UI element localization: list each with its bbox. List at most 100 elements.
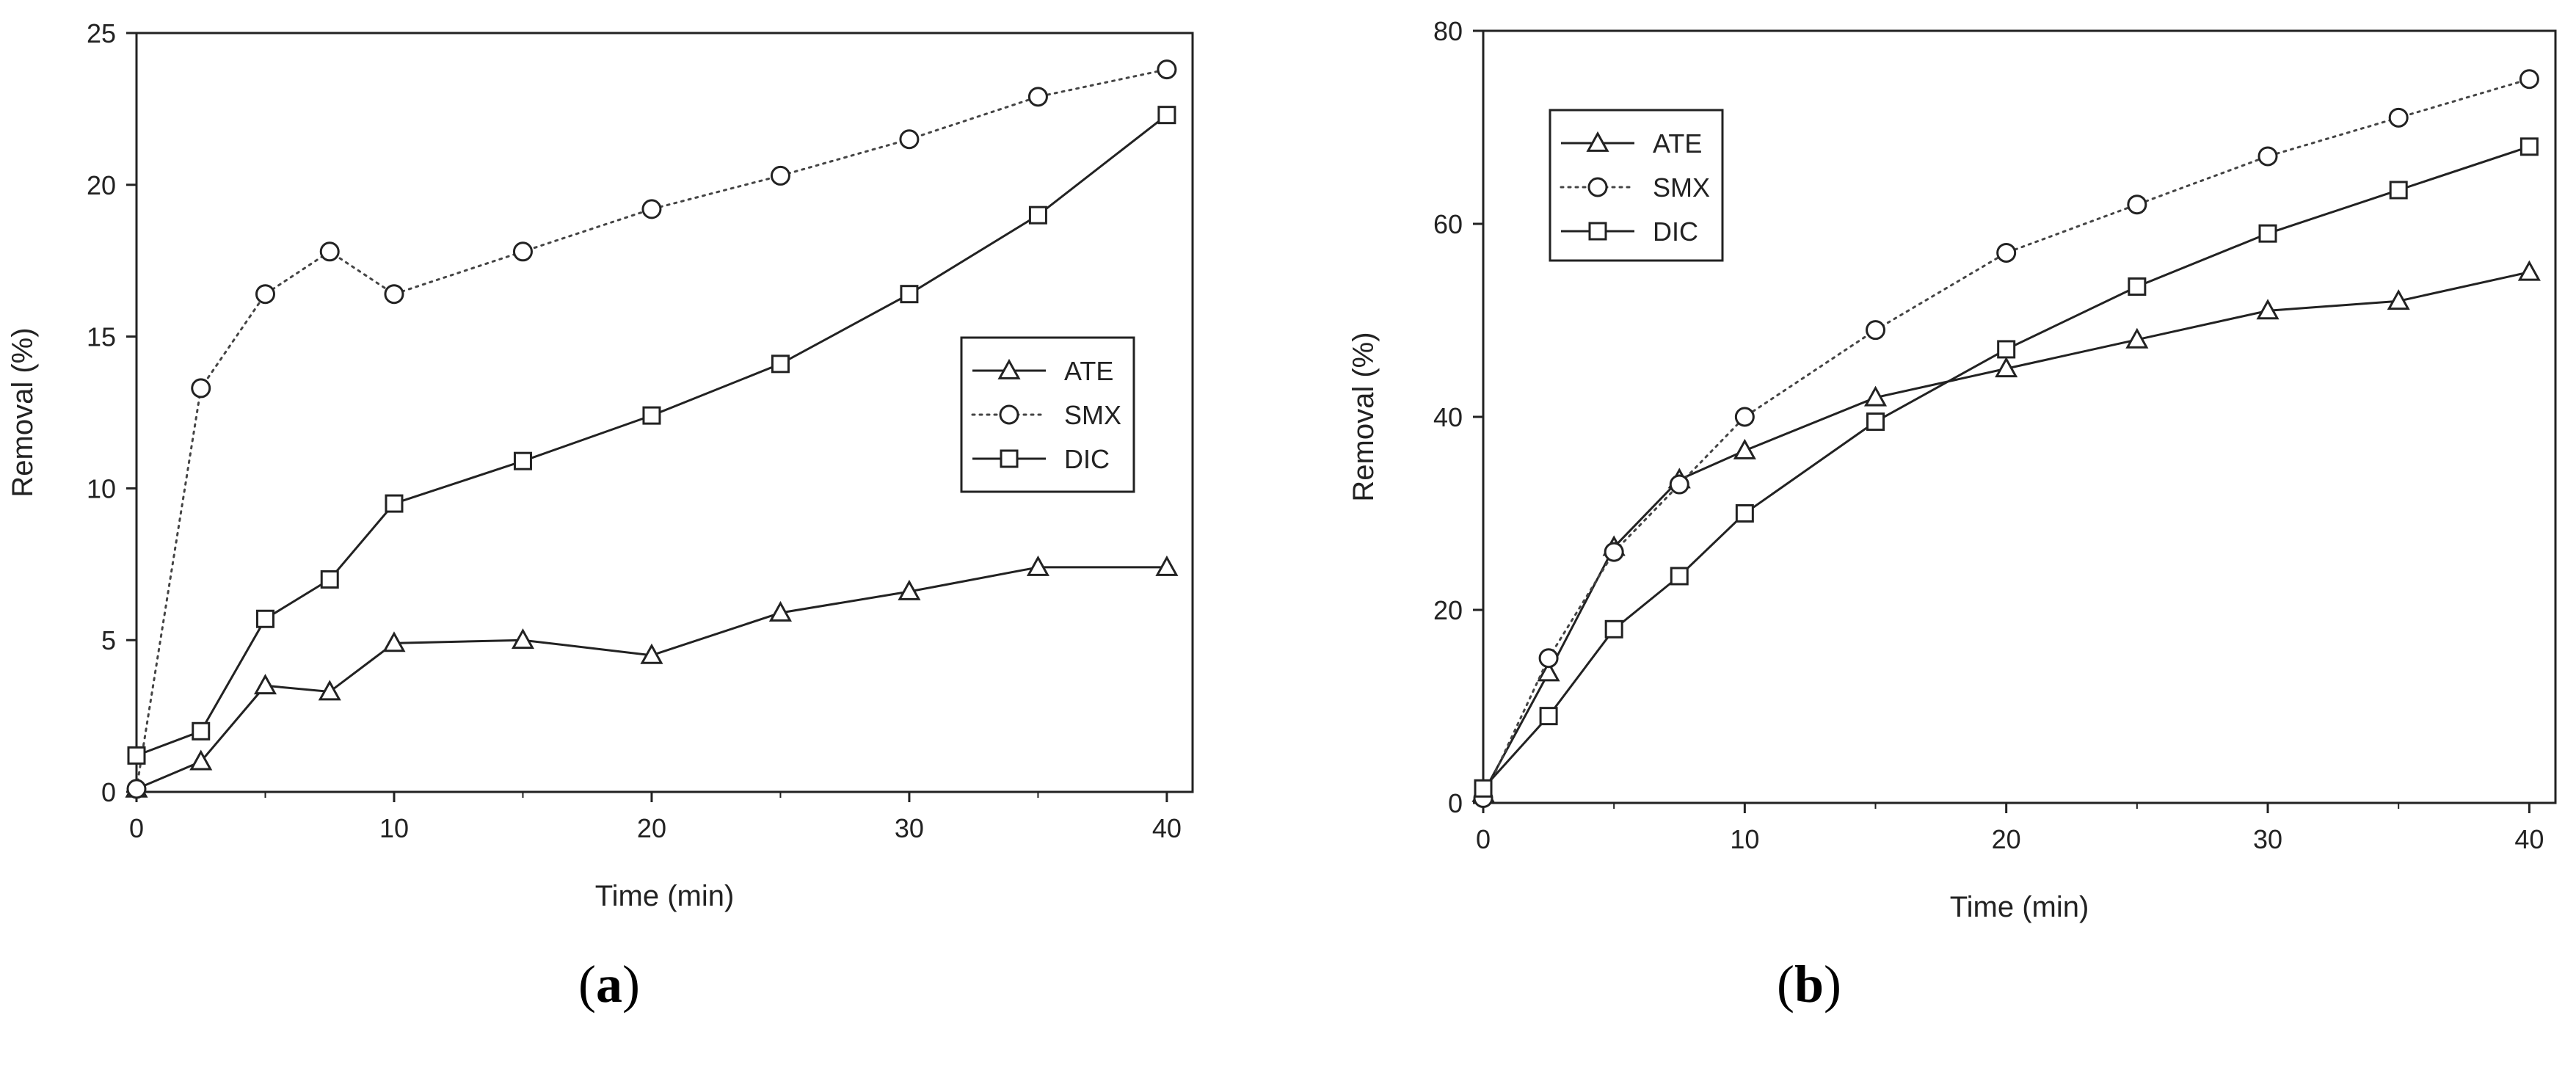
y-tick-label-b: 0 [1448,788,1463,818]
data-point-ate-a [1155,555,1179,576]
data-point-smx-b [1996,242,2017,263]
x-tick-label-b: 20 [1992,824,2021,854]
data-point-smx-b [1734,407,1755,427]
chart-b-svg: 0 20 40 60 80 0 10 20 30 40 Time (min) Removal (%) A… [1347,16,2557,923]
data-point-dic-b [1474,779,1493,798]
data-point-smx-b [2127,194,2147,215]
data-point-ate-b [2517,260,2541,281]
x-tick-label-a: 40 [1152,813,1182,843]
legend-label-dic-a: DIC [1064,444,1110,474]
data-point-dic-a [513,451,532,470]
legend-label-smx-b: SMX [1653,172,1710,203]
data-point-ate-b [1733,438,1756,459]
y-tick-label-a: 0 [101,777,116,807]
data-point-ate-b [1537,661,1560,682]
panel-caption-a: (a) [578,955,640,1014]
data-point-ate-a [382,631,406,652]
legend-label-ate-a: ATE [1064,356,1113,386]
legend-b: ATE SMX DIC [1549,109,1724,262]
legend-marker-smx-b [1587,177,1608,197]
data-point-dic-a [1028,205,1047,225]
data-point-ate-a [318,680,341,701]
series-markers-smx-a [126,59,1177,799]
data-point-smx-a [1157,59,1177,80]
legend-marker-ate-b [1586,131,1609,152]
legend-label-dic-b: DIC [1653,217,1698,247]
legend-marker-ate-a [997,358,1021,379]
data-point-ate-b [1863,385,1888,407]
data-point-ate-a [768,600,792,622]
data-point-dic-b [1997,340,2016,359]
data-point-dic-a [385,494,404,513]
series-line-ate-a [136,566,1167,790]
chart-panel-a: 0 5 10 15 20 25 0 10 20 30 40 Time (min) Removal (%)… [7,18,1194,1014]
data-point-dic-b [1670,567,1689,586]
data-point-dic-b [2128,277,2147,296]
y-tick-label-a: 25 [87,18,116,48]
data-point-dic-a [642,406,661,425]
data-point-smx-a [899,129,920,150]
data-point-smx-a [512,241,533,262]
x-tick-label-a: 10 [379,813,409,843]
data-point-smx-a [319,241,340,262]
data-point-dic-b [2519,137,2539,156]
y-tick-label-a: 10 [87,473,116,503]
data-point-smx-b [1866,320,1886,341]
y-tick-label-a: 5 [101,625,116,655]
data-point-smx-a [384,284,404,305]
data-point-ate-a [511,628,535,650]
x-tick-label-a: 20 [637,813,666,843]
legend-marker-dic-a [1000,449,1019,468]
legend-marker-dic-b [1588,222,1607,241]
legend-box-b [1549,109,1724,262]
y-tick-label-b: 80 [1433,16,1463,46]
x-axis-label-b: Time (min) [1950,891,2089,923]
legend-label-ate-b: ATE [1653,128,1702,159]
data-point-smx-b [2257,146,2278,167]
series-markers-smx-b [1473,69,2539,808]
data-point-smx-a [191,378,211,399]
data-point-ate-a [640,643,663,664]
series-markers-ate-a [125,555,1179,798]
chart-a-svg: 0 5 10 15 20 25 0 10 20 30 40 Time (min) Removal (%)… [7,18,1194,912]
data-point-smx-b [2388,107,2409,128]
data-point-ate-a [253,674,277,695]
series-markers-dic-b [1474,137,2539,798]
data-point-ate-b [2125,327,2149,349]
x-tick-label-b: 30 [2253,824,2282,854]
data-point-smx-a [1027,87,1048,107]
data-point-ate-b [1995,357,2018,378]
y-tick-label-a: 20 [87,170,116,200]
data-point-dic-a [1157,106,1176,125]
x-tick-label-a: 0 [129,813,144,843]
legend-a: ATE SMX DIC [960,336,1135,493]
data-point-ate-a [1026,555,1049,576]
x-tick-label-b: 10 [1730,824,1759,854]
panel-label-b: b [1794,955,1824,1014]
data-point-dic-a [900,285,919,304]
y-tick-label-b: 20 [1433,595,1463,625]
data-point-smx-b [1669,474,1689,495]
x-tick-label-b: 0 [1476,824,1491,854]
y-axis-label-a: Removal (%) [7,327,39,497]
y-tick-label-a: 15 [87,322,116,352]
data-point-dic-a [127,746,146,765]
y-tick-label-b: 60 [1433,209,1463,239]
y-axis-label-b: Removal (%) [1347,332,1380,501]
plot-frame-a [135,32,1194,793]
legend-label-smx-a: SMX [1064,400,1121,430]
data-point-ate-b [2256,299,2280,320]
data-point-dic-b [1735,504,1754,523]
data-point-smx-b [1604,542,1624,562]
x-tick-label-a: 30 [895,813,924,843]
series-markers-dic-a [127,106,1176,765]
data-point-dic-b [2258,224,2277,243]
data-point-dic-a [192,721,211,741]
chart-panel-b: 0 20 40 60 80 0 10 20 30 40 Time (min) Removal (%) A… [1288,0,2576,1073]
y-tick-label-b: 40 [1433,402,1463,432]
data-point-smx-a [126,779,147,799]
data-point-smx-a [255,284,275,305]
data-point-smx-a [770,165,790,186]
data-point-dic-b [1604,619,1623,639]
data-point-dic-a [320,570,339,589]
